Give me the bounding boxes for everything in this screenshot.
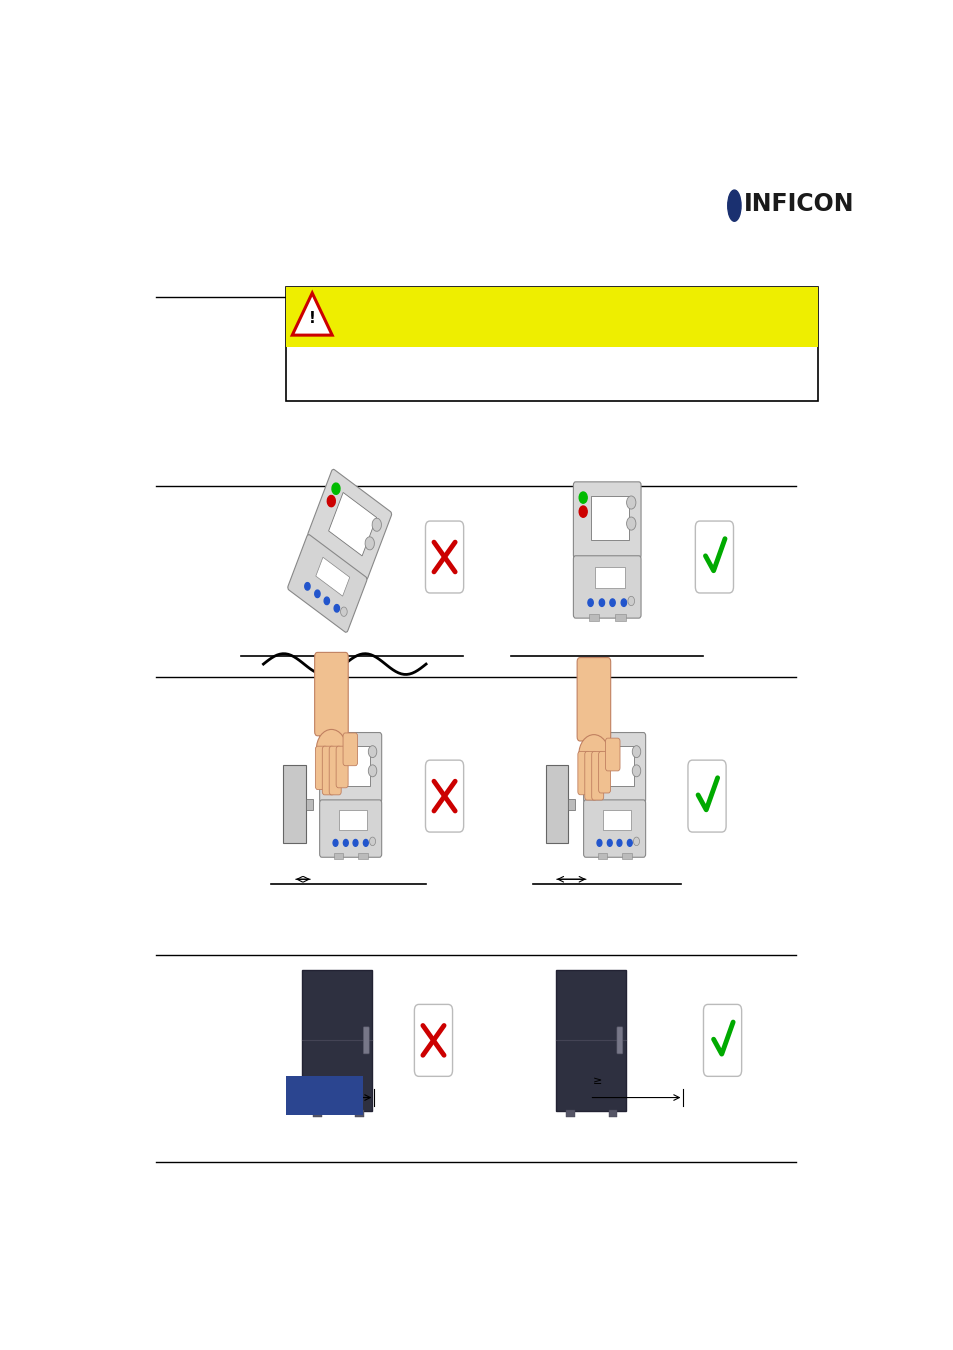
FancyBboxPatch shape — [597, 853, 607, 859]
Circle shape — [597, 840, 601, 846]
Circle shape — [588, 755, 596, 765]
Circle shape — [343, 840, 348, 846]
Circle shape — [626, 517, 636, 531]
FancyBboxPatch shape — [588, 614, 598, 621]
Ellipse shape — [578, 734, 608, 775]
FancyBboxPatch shape — [339, 810, 366, 830]
FancyBboxPatch shape — [285, 1076, 363, 1115]
Circle shape — [353, 840, 357, 846]
FancyBboxPatch shape — [566, 1110, 575, 1116]
FancyBboxPatch shape — [328, 493, 376, 556]
Ellipse shape — [316, 729, 346, 769]
Circle shape — [588, 743, 596, 752]
FancyBboxPatch shape — [617, 1027, 622, 1054]
FancyBboxPatch shape — [283, 765, 305, 844]
FancyBboxPatch shape — [602, 810, 630, 830]
Circle shape — [632, 745, 640, 757]
Circle shape — [365, 537, 374, 549]
FancyBboxPatch shape — [577, 657, 610, 741]
FancyBboxPatch shape — [334, 853, 343, 859]
FancyBboxPatch shape — [335, 747, 370, 786]
Circle shape — [617, 840, 621, 846]
Circle shape — [314, 590, 320, 598]
FancyBboxPatch shape — [591, 752, 603, 801]
FancyBboxPatch shape — [621, 853, 631, 859]
Circle shape — [325, 743, 332, 752]
Circle shape — [369, 837, 375, 845]
Text: ≥: ≥ — [592, 1076, 601, 1085]
FancyBboxPatch shape — [335, 747, 348, 788]
FancyBboxPatch shape — [329, 747, 341, 795]
Polygon shape — [292, 293, 332, 335]
Circle shape — [578, 491, 587, 504]
Circle shape — [368, 745, 376, 757]
Circle shape — [587, 599, 593, 606]
FancyBboxPatch shape — [343, 733, 357, 765]
FancyBboxPatch shape — [599, 747, 634, 786]
Circle shape — [627, 840, 632, 846]
Circle shape — [324, 597, 329, 605]
Circle shape — [368, 765, 376, 776]
FancyBboxPatch shape — [425, 521, 463, 593]
Circle shape — [578, 506, 587, 517]
FancyBboxPatch shape — [583, 801, 645, 857]
Circle shape — [332, 483, 339, 494]
Circle shape — [334, 605, 339, 612]
Circle shape — [325, 755, 332, 765]
FancyBboxPatch shape — [315, 747, 327, 790]
FancyBboxPatch shape — [598, 752, 610, 792]
FancyBboxPatch shape — [545, 765, 567, 844]
Circle shape — [609, 599, 615, 606]
FancyBboxPatch shape — [573, 482, 640, 559]
FancyBboxPatch shape — [285, 286, 817, 347]
Circle shape — [607, 840, 612, 846]
Text: INFICON: INFICON — [743, 192, 854, 216]
Circle shape — [304, 583, 310, 590]
FancyBboxPatch shape — [315, 558, 350, 597]
FancyBboxPatch shape — [285, 286, 817, 401]
FancyBboxPatch shape — [567, 799, 575, 810]
Circle shape — [620, 599, 626, 606]
FancyBboxPatch shape — [319, 733, 381, 803]
FancyBboxPatch shape — [355, 1110, 363, 1116]
FancyBboxPatch shape — [556, 971, 625, 1111]
FancyBboxPatch shape — [308, 470, 392, 579]
FancyBboxPatch shape — [583, 733, 645, 803]
FancyBboxPatch shape — [615, 614, 625, 621]
Circle shape — [333, 840, 337, 846]
FancyBboxPatch shape — [702, 1004, 740, 1076]
Circle shape — [327, 495, 335, 506]
FancyBboxPatch shape — [687, 760, 725, 832]
FancyBboxPatch shape — [313, 1110, 321, 1116]
FancyBboxPatch shape — [608, 1110, 617, 1116]
Text: !: ! — [309, 312, 315, 327]
FancyBboxPatch shape — [319, 801, 381, 857]
Circle shape — [632, 765, 640, 776]
Circle shape — [598, 599, 604, 606]
Circle shape — [372, 518, 381, 532]
FancyBboxPatch shape — [695, 521, 733, 593]
FancyBboxPatch shape — [414, 1004, 452, 1076]
FancyBboxPatch shape — [425, 760, 463, 832]
FancyBboxPatch shape — [305, 799, 313, 810]
FancyBboxPatch shape — [322, 747, 334, 795]
FancyBboxPatch shape — [302, 971, 372, 1111]
FancyBboxPatch shape — [573, 556, 640, 618]
FancyBboxPatch shape — [357, 853, 367, 859]
FancyBboxPatch shape — [594, 567, 624, 589]
Circle shape — [626, 495, 636, 509]
FancyBboxPatch shape — [363, 1027, 369, 1054]
Circle shape — [633, 837, 639, 845]
FancyBboxPatch shape — [578, 752, 589, 795]
FancyBboxPatch shape — [288, 535, 367, 632]
Ellipse shape — [727, 190, 740, 221]
FancyBboxPatch shape — [605, 738, 619, 771]
Circle shape — [627, 597, 634, 606]
Circle shape — [340, 608, 347, 617]
FancyBboxPatch shape — [314, 652, 348, 736]
FancyBboxPatch shape — [590, 497, 628, 540]
Circle shape — [363, 840, 368, 846]
FancyBboxPatch shape — [584, 752, 597, 801]
